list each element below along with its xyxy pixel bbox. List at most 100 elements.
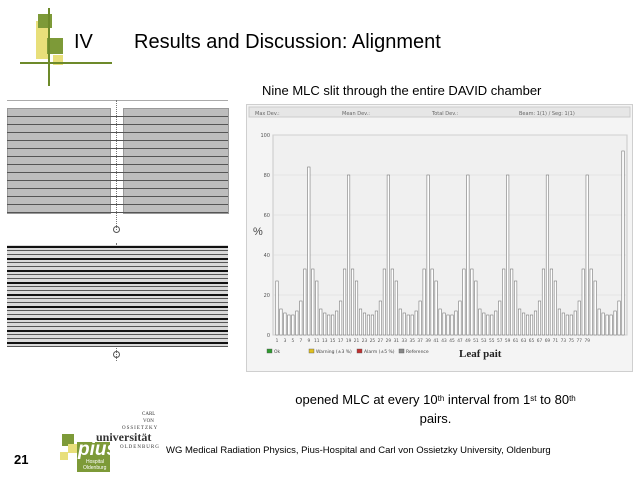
y-tick-label: 40 (264, 253, 270, 259)
x-tick-label: 37 (417, 338, 423, 344)
x-tick-label: 73 (561, 338, 567, 344)
decor-square-yellow (36, 21, 50, 59)
chart-bar (526, 314, 530, 336)
chart-bar (533, 310, 538, 336)
logo-hospital: Hospital (86, 459, 105, 465)
chart-bar (617, 300, 621, 336)
chart-bar (494, 310, 498, 336)
x-tick-label: 63 (521, 338, 527, 344)
mlc-slit-line (7, 290, 228, 291)
mlc-slit-line (7, 342, 228, 344)
chart-header-label: Max Dev.: (255, 111, 280, 117)
mlc-slit-line (7, 250, 228, 251)
mlc-slit-line (7, 266, 228, 267)
logo-universitat: universität (96, 430, 152, 444)
mlc-slit-line (7, 294, 228, 296)
x-tick-label: 53 (481, 338, 487, 344)
chart-bar (442, 312, 446, 336)
chart-bar (299, 300, 303, 336)
mlc-slit-line (7, 286, 228, 287)
mlc-slit-line (7, 278, 228, 279)
chart-bar (430, 268, 434, 336)
chart-bar (295, 310, 299, 336)
chart-bar (593, 280, 597, 336)
mlc-leaf-edge (7, 156, 228, 157)
chart-bar (541, 268, 546, 336)
mlc-leaf-edge (7, 188, 228, 189)
x-tick-label: 9 (307, 338, 310, 344)
y-tick-label: 100 (260, 133, 270, 139)
chart-bar (482, 312, 486, 336)
x-tick-label: 17 (338, 338, 344, 344)
chart-bar (422, 268, 426, 336)
x-tick-label: 7 (299, 338, 302, 344)
x-tick-label: 29 (386, 338, 392, 344)
mlc-leaf-edge (7, 132, 228, 133)
chart-bar (537, 300, 542, 336)
chart-bar (498, 300, 502, 336)
mlc-slit-line (7, 282, 228, 284)
mlc-center-marker-2 (113, 351, 120, 358)
chart-bar (557, 308, 561, 336)
logo-square-3 (60, 452, 68, 460)
y-tick-label: 80 (264, 173, 270, 179)
logo-ossietzky: OSSIETZKY (122, 426, 159, 431)
logo-oldenburg: OLDENBURG (120, 445, 160, 450)
x-tick-label: 75 (569, 338, 575, 344)
chart-bar (414, 310, 418, 336)
legend-label: Warning (±3 %) (316, 349, 352, 355)
chart-bar (275, 280, 279, 336)
chart-bar (589, 268, 593, 336)
x-tick-label: 65 (529, 338, 535, 344)
mlc-center-marker (113, 226, 120, 233)
mlc-slit-line (7, 306, 228, 308)
chart-bar (490, 314, 494, 336)
chart-bar (382, 268, 386, 336)
footer-text: WG Medical Radiation Physics, Pius-Hospi… (166, 445, 551, 456)
mlc-slit-line (7, 274, 228, 275)
chart-bar (569, 314, 573, 336)
x-tick-label: 5 (292, 338, 295, 344)
caption-sup-st: st (530, 394, 537, 403)
chart-bar (549, 268, 553, 336)
mlc-image-slits (7, 243, 228, 361)
chart-header-label: Mean Dev.: (342, 111, 370, 117)
mlc-slit-line (7, 258, 228, 260)
mlc-leaf-edge (7, 116, 228, 117)
x-tick-label: 59 (505, 338, 511, 344)
mlc-slit-line (7, 270, 228, 272)
chart-bar (621, 150, 625, 336)
mlc-border-top (7, 100, 228, 101)
mlc-leaf-edge (7, 140, 228, 141)
chart-header-label: Beam: 1(1) / Seg: 1(1) (519, 111, 575, 117)
chart-bar (518, 308, 522, 336)
x-tick-label: 19 (346, 338, 352, 344)
x-tick-label: 51 (473, 338, 479, 344)
legend-label: Ok (274, 349, 281, 355)
x-tick-label: 11 (314, 338, 320, 344)
x-tick-label: 25 (370, 338, 376, 344)
mlc-leaf-edge (7, 196, 228, 197)
chart-bar (609, 314, 613, 336)
mlc-slit-line (7, 302, 228, 303)
mlc-slit-line (7, 318, 228, 320)
chart-bar (454, 310, 458, 336)
slide-number: 21 (14, 452, 29, 467)
chart-caption: opened MLC at every 10th interval from 1… (243, 390, 628, 428)
chart-bar (529, 314, 534, 336)
x-axis-label: Leaf pait (459, 348, 502, 360)
chart-bar (577, 300, 581, 336)
chart-bar (303, 268, 307, 336)
mlc-leaf-edge (7, 204, 228, 205)
x-tick-label: 3 (284, 338, 287, 344)
decor-vertical-line (48, 8, 50, 86)
chart-bar (502, 268, 506, 336)
chart-subtitle: Nine MLC slit through the entire DAVID c… (262, 83, 542, 98)
legend-label: Alarm (±5 %) (364, 349, 395, 355)
x-tick-label: 43 (441, 338, 447, 344)
mlc-leaf-edge (7, 172, 228, 173)
caption-sup-th-2: th (569, 394, 576, 403)
logo-oldenburg-small: Oldenburg (83, 465, 107, 471)
chart-bar (406, 314, 410, 336)
chart-bar (339, 300, 343, 336)
